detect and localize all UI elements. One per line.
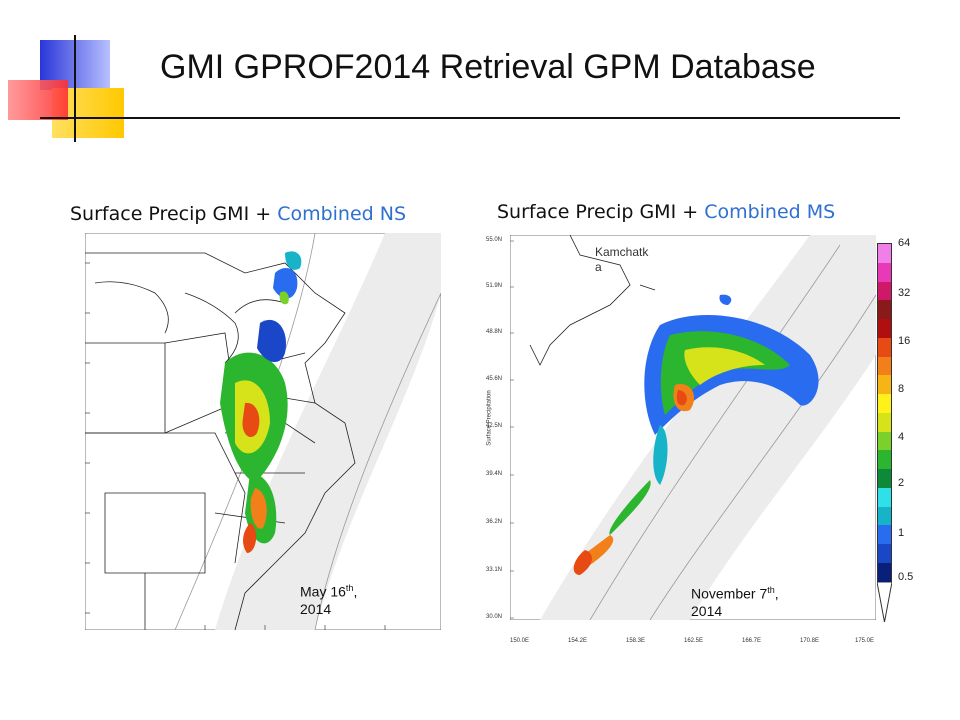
- right-date-main: November 7: [691, 585, 768, 602]
- title-rule: [40, 117, 900, 119]
- colorbar-swatch: [878, 469, 891, 488]
- right-date-sup: th: [767, 585, 775, 595]
- place-label-line1: Kamchatk: [595, 245, 649, 259]
- right-swath: [540, 235, 876, 620]
- colorbar-swatch: [878, 244, 891, 263]
- slide-title: GMI GPROF2014 Retrieval GPM Database: [160, 48, 816, 86]
- y-axis-label: Surface Precipitation: [486, 390, 493, 446]
- left-map-ticks: [85, 262, 386, 630]
- left-precip-map: [85, 233, 441, 630]
- colorbar-swatch: [878, 300, 891, 320]
- right-precip-field: [573, 294, 819, 575]
- lon-tick-6: 175.0E: [855, 638, 875, 644]
- lat-tick-2: 48.8N: [486, 329, 503, 335]
- cb-label-4: 4: [898, 431, 905, 443]
- lon-tick-0: 150.0E: [510, 638, 530, 644]
- lat-tick-8: 30.0N: [486, 614, 503, 620]
- right-subtitle-prefix: Surface Precip GMI +: [497, 201, 705, 223]
- lon-tick-5: 170.8E: [800, 638, 820, 644]
- colorbar-swatch: [878, 356, 891, 376]
- colorbar-swatch: [878, 431, 891, 451]
- colorbar-swatch: [878, 487, 891, 507]
- colorbar-swatch: [878, 563, 891, 582]
- precip-colorbar: [877, 243, 892, 583]
- right-date-year: 2014: [691, 602, 723, 619]
- left-date-label: May 16th, 2014: [300, 580, 357, 618]
- colorbar-swatch: [878, 262, 891, 282]
- colorbar-swatch: [878, 394, 891, 413]
- lat-tick-5: 39.4N: [486, 471, 503, 477]
- cb-label-2: 16: [898, 335, 911, 347]
- left-date-main: May 16: [300, 583, 346, 600]
- lat-tick-4: 42.5N: [486, 423, 503, 429]
- lon-tick-2: 158.3E: [626, 638, 646, 644]
- colorbar-swatch: [878, 412, 891, 432]
- colorbar-swatch: [878, 450, 891, 470]
- colorbar-swatch: [878, 281, 891, 301]
- lon-tick-4: 166.7E: [742, 638, 762, 644]
- right-panel-subtitle: Surface Precip GMI + Combined MS: [497, 201, 835, 223]
- colorbar-arrow: [877, 582, 892, 622]
- right-precip-map: [510, 235, 876, 620]
- right-date-suffix: ,: [774, 585, 779, 602]
- left-subtitle-highlight: Combined NS: [277, 203, 407, 225]
- cb-label-6: 1: [898, 527, 905, 539]
- left-date-suffix: ,: [353, 583, 358, 600]
- lat-tick-6: 36.2N: [486, 519, 503, 525]
- colorbar-swatch: [878, 375, 891, 395]
- lon-tick-3: 162.5E: [684, 638, 704, 644]
- left-panel-subtitle: Surface Precip GMI + Combined NS: [70, 203, 406, 225]
- cb-label-0: 64: [898, 237, 911, 249]
- place-label-line2: a: [595, 260, 602, 274]
- cb-label-5: 2: [898, 477, 905, 489]
- lon-tick-1: 154.2E: [568, 638, 588, 644]
- left-precip-field: [220, 251, 302, 553]
- left-date-sup: th: [345, 583, 354, 593]
- colorbar-swatch: [878, 544, 891, 564]
- logo-graphic: [8, 35, 150, 142]
- cb-label-7: 0.5: [898, 571, 914, 583]
- right-subtitle-highlight: Combined MS: [704, 201, 836, 223]
- left-date-year: 2014: [300, 600, 332, 617]
- logo-red-square: [8, 80, 68, 120]
- lat-tick-1: 51.9N: [486, 283, 503, 289]
- coastline: [529, 235, 631, 366]
- lat-tick-0: 55.0N: [486, 237, 503, 243]
- right-date-label: November 7th, 2014: [691, 582, 779, 620]
- cb-label-1: 32: [898, 287, 911, 299]
- cb-label-3: 8: [898, 383, 905, 395]
- colorbar-swatch: [878, 506, 891, 526]
- lat-tick-7: 33.1N: [486, 567, 503, 573]
- colorbar-swatch: [878, 337, 891, 357]
- place-label: Kamchatk a: [595, 245, 648, 275]
- colorbar-swatch: [878, 525, 891, 545]
- colorbar-swatch: [878, 319, 891, 338]
- lat-tick-3: 45.6N: [486, 376, 503, 382]
- left-subtitle-prefix: Surface Precip GMI +: [70, 203, 278, 225]
